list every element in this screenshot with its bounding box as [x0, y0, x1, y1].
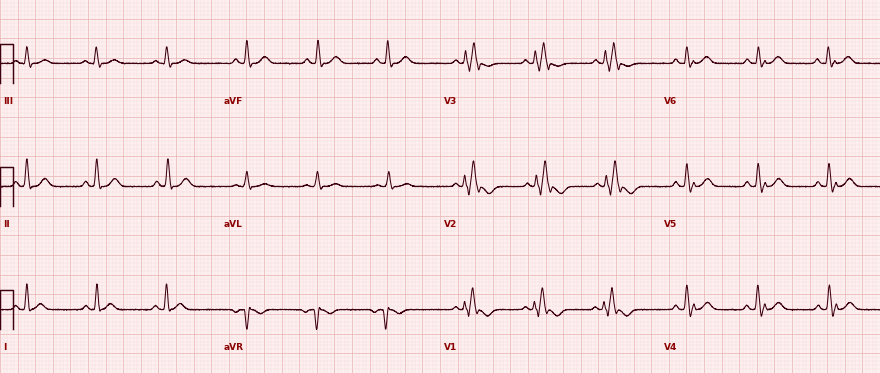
- Text: V1: V1: [444, 343, 457, 352]
- Text: I: I: [4, 343, 7, 352]
- Text: V4: V4: [664, 343, 677, 352]
- Text: aVR: aVR: [224, 343, 244, 352]
- Text: aVL: aVL: [224, 220, 242, 229]
- Text: III: III: [4, 97, 14, 106]
- Text: V3: V3: [444, 97, 457, 106]
- Text: V5: V5: [664, 220, 677, 229]
- Text: V2: V2: [444, 220, 457, 229]
- Text: V6: V6: [664, 97, 677, 106]
- Text: II: II: [4, 220, 11, 229]
- Text: aVF: aVF: [224, 97, 243, 106]
